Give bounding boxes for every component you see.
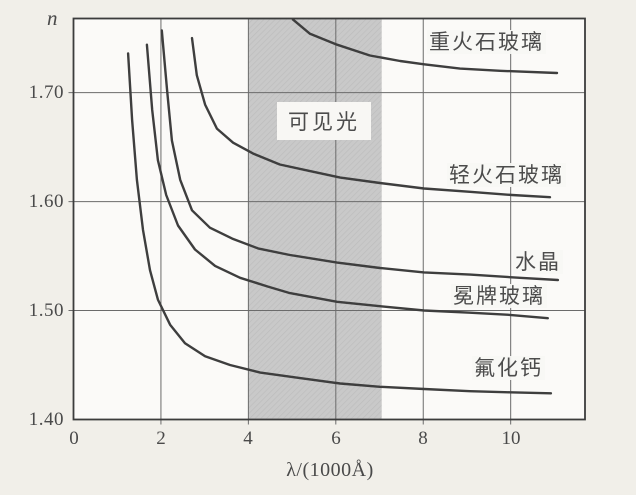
curve-heavy-flint-glass [291,18,559,75]
x-tick-4: 4 [243,428,253,449]
curve-light-flint-glass [190,36,552,199]
curve-label-calcium-fluoride: 氟化钙 [472,356,545,380]
visible-light-band-label: 可见光 [277,102,371,140]
curve-label-crown-glass: 冕牌玻璃 [451,284,547,308]
curve-quartz-crystal [160,29,560,282]
x-axis-title: λ/(1000Å) [286,459,374,481]
x-tick-8: 8 [418,428,428,449]
curve-crown-glass [145,43,549,320]
x-tick-2: 2 [156,428,166,449]
y-tick-1.50: 1.50 [28,300,64,321]
x-tick-0: 0 [69,428,79,449]
y-tick-1.70: 1.70 [28,82,64,103]
x-tick-6: 6 [331,428,341,449]
y-tick-1.40: 1.40 [28,409,64,430]
plot-border [72,17,586,421]
curve-label-quartz-crystal: 水晶 [513,250,563,274]
y-tick-1.60: 1.60 [28,191,64,212]
curve-calcium-fluoride [126,52,553,395]
visible-light-band [248,18,382,420]
y-axis-title: n [47,6,58,30]
x-tick-10: 10 [501,428,521,449]
curve-label-light-flint-glass: 轻火石玻璃 [447,163,566,187]
curve-label-heavy-flint-glass: 重火石玻璃 [427,30,546,54]
